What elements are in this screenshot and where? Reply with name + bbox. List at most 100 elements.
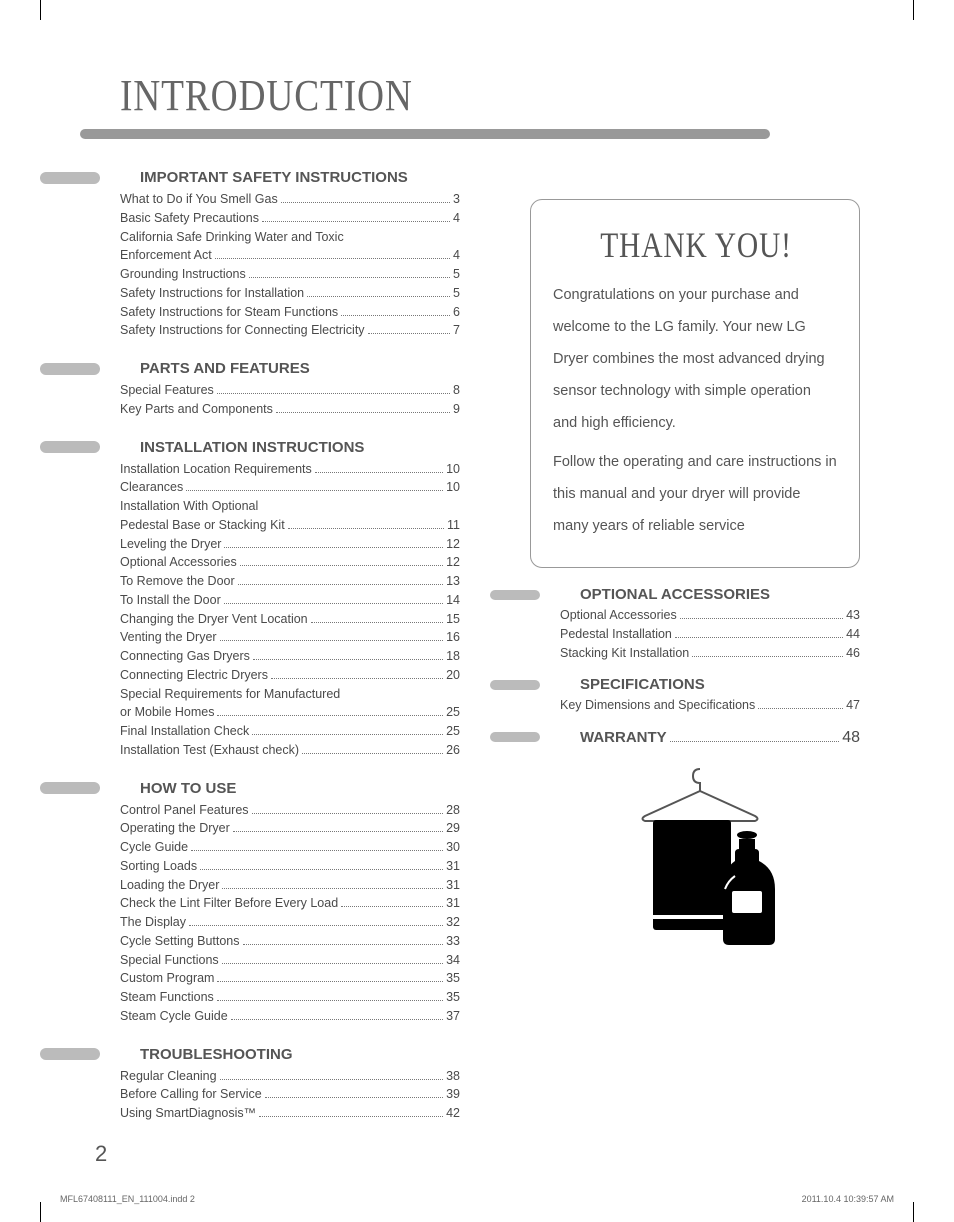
toc-list: Installation Location Requirements10Clea… — [120, 460, 460, 760]
toc-list: What to Do if You Smell Gas3Basic Safety… — [120, 190, 460, 340]
toc-row: Optional Accessories12 — [120, 553, 460, 572]
title-bar — [80, 129, 770, 139]
toc-row: Before Calling for Service39 — [120, 1085, 460, 1104]
toc-row: Clearances10 — [120, 478, 460, 497]
toc-row: Steam Cycle Guide37 — [120, 1007, 460, 1026]
thank-you-body: Congratulations on your purchase and wel… — [553, 280, 839, 543]
toc-dots — [680, 618, 843, 619]
toc-row: Cycle Setting Buttons33 — [120, 932, 460, 951]
toc-page: 6 — [453, 303, 460, 322]
toc-label: Leveling the Dryer — [120, 535, 221, 554]
section-header: IMPORTANT SAFETY INSTRUCTIONS — [60, 169, 460, 186]
toc-label: Optional Accessories — [560, 606, 677, 625]
section-title: OPTIONAL ACCESSORIES — [580, 586, 770, 603]
toc-label: Steam Functions — [120, 988, 214, 1007]
toc-row: or Mobile Homes25 — [120, 703, 460, 722]
toc-page: 35 — [446, 988, 460, 1007]
toc-dots — [224, 603, 443, 604]
toc-list: Key Dimensions and Specifications47 — [560, 696, 860, 715]
toc-label: Changing the Dryer Vent Location — [120, 610, 308, 629]
toc-label: Operating the Dryer — [120, 819, 230, 838]
section-header: OPTIONAL ACCESSORIES — [510, 586, 860, 603]
toc-label: The Display — [120, 913, 186, 932]
toc-label: Installation Test (Exhaust check) — [120, 741, 299, 760]
toc-page: 35 — [446, 969, 460, 988]
toc-dots — [191, 850, 443, 851]
toc-row: Safety Instructions for Steam Functions6 — [120, 303, 460, 322]
toc-dots — [253, 659, 443, 660]
toc-page: 8 — [453, 381, 460, 400]
bullet-icon — [490, 590, 540, 600]
bullet-icon — [40, 1048, 100, 1060]
toc-label: Installation Location Requirements — [120, 460, 312, 479]
toc-page: 32 — [446, 913, 460, 932]
toc-row: Steam Functions 35 — [120, 988, 460, 1007]
toc-page: 25 — [446, 703, 460, 722]
toc-label: Before Calling for Service — [120, 1085, 262, 1104]
toc-row: Pedestal Installation44 — [560, 625, 860, 644]
bullet-icon — [40, 172, 100, 184]
toc-page: 14 — [446, 591, 460, 610]
toc-dots — [252, 813, 444, 814]
toc-label: What to Do if You Smell Gas — [120, 190, 278, 209]
toc-row: To Install the Door 14 — [120, 591, 460, 610]
toc-page: 4 — [453, 209, 460, 228]
toc-dots — [231, 1019, 443, 1020]
toc-label: Check the Lint Filter Before Every Load — [120, 894, 338, 913]
toc-label: Pedestal Base or Stacking Kit — [120, 516, 285, 535]
toc-label: Custom Program — [120, 969, 214, 988]
section-header: WARRANTY48 — [510, 729, 860, 747]
toc-dots — [233, 831, 443, 832]
bullet-icon — [490, 732, 540, 742]
toc-row: Safety Instructions for Installation5 — [120, 284, 460, 303]
toc-page: 33 — [446, 932, 460, 951]
section-title: PARTS AND FEATURES — [140, 360, 310, 377]
toc-dots — [341, 315, 450, 316]
toc-dots — [238, 584, 443, 585]
bullet-icon — [40, 441, 100, 453]
toc-row: Basic Safety Precautions 4 — [120, 209, 460, 228]
toc-row: To Remove the Door13 — [120, 572, 460, 591]
toc-dots — [215, 258, 450, 259]
toc-row: Using SmartDiagnosis™42 — [120, 1104, 460, 1123]
toc-row: Control Panel Features28 — [120, 801, 460, 820]
thank-you-title: THANK YOU! — [579, 224, 814, 266]
toc-dots — [259, 1116, 443, 1117]
bullet-icon — [490, 680, 540, 690]
toc-section: WARRANTY48 — [510, 729, 860, 747]
bullet-icon — [40, 782, 100, 794]
toc-dots — [276, 412, 450, 413]
toc-row: Installation Test (Exhaust check)26 — [120, 741, 460, 760]
toc-page: 42 — [446, 1104, 460, 1123]
toc-dots — [217, 393, 450, 394]
toc-label: To Install the Door — [120, 591, 221, 610]
toc-page: 20 — [446, 666, 460, 685]
toc-page: 4 — [453, 246, 460, 265]
toc-dots — [315, 472, 443, 473]
toc-page: 25 — [446, 722, 460, 741]
toc-page: 46 — [846, 644, 860, 663]
section-title: INSTALLATION INSTRUCTIONS — [140, 439, 364, 456]
bullet-icon — [40, 363, 100, 375]
toc-dots — [341, 906, 443, 907]
toc-label: Basic Safety Precautions — [120, 209, 259, 228]
toc-dots — [240, 565, 443, 566]
toc-row: Installation With Optional — [120, 497, 460, 516]
toc-dots — [217, 715, 443, 716]
toc-dots — [288, 528, 444, 529]
toc-dots — [217, 1000, 443, 1001]
toc-row: Special Functions34 — [120, 951, 460, 970]
section-header: HOW TO USE — [60, 780, 460, 797]
toc-page: 34 — [446, 951, 460, 970]
toc-dots — [302, 753, 443, 754]
section-header: INSTALLATION INSTRUCTIONS — [60, 439, 460, 456]
toc-dots — [200, 869, 443, 870]
page-number: 2 — [95, 1141, 107, 1167]
toc-page: 5 — [453, 284, 460, 303]
toc-label: To Remove the Door — [120, 572, 235, 591]
toc-row: Loading the Dryer31 — [120, 876, 460, 895]
toc-label: Pedestal Installation — [560, 625, 672, 644]
toc-page: 31 — [446, 894, 460, 913]
toc-section: IMPORTANT SAFETY INSTRUCTIONS What to Do … — [60, 169, 460, 340]
toc-page: 48 — [842, 729, 860, 747]
